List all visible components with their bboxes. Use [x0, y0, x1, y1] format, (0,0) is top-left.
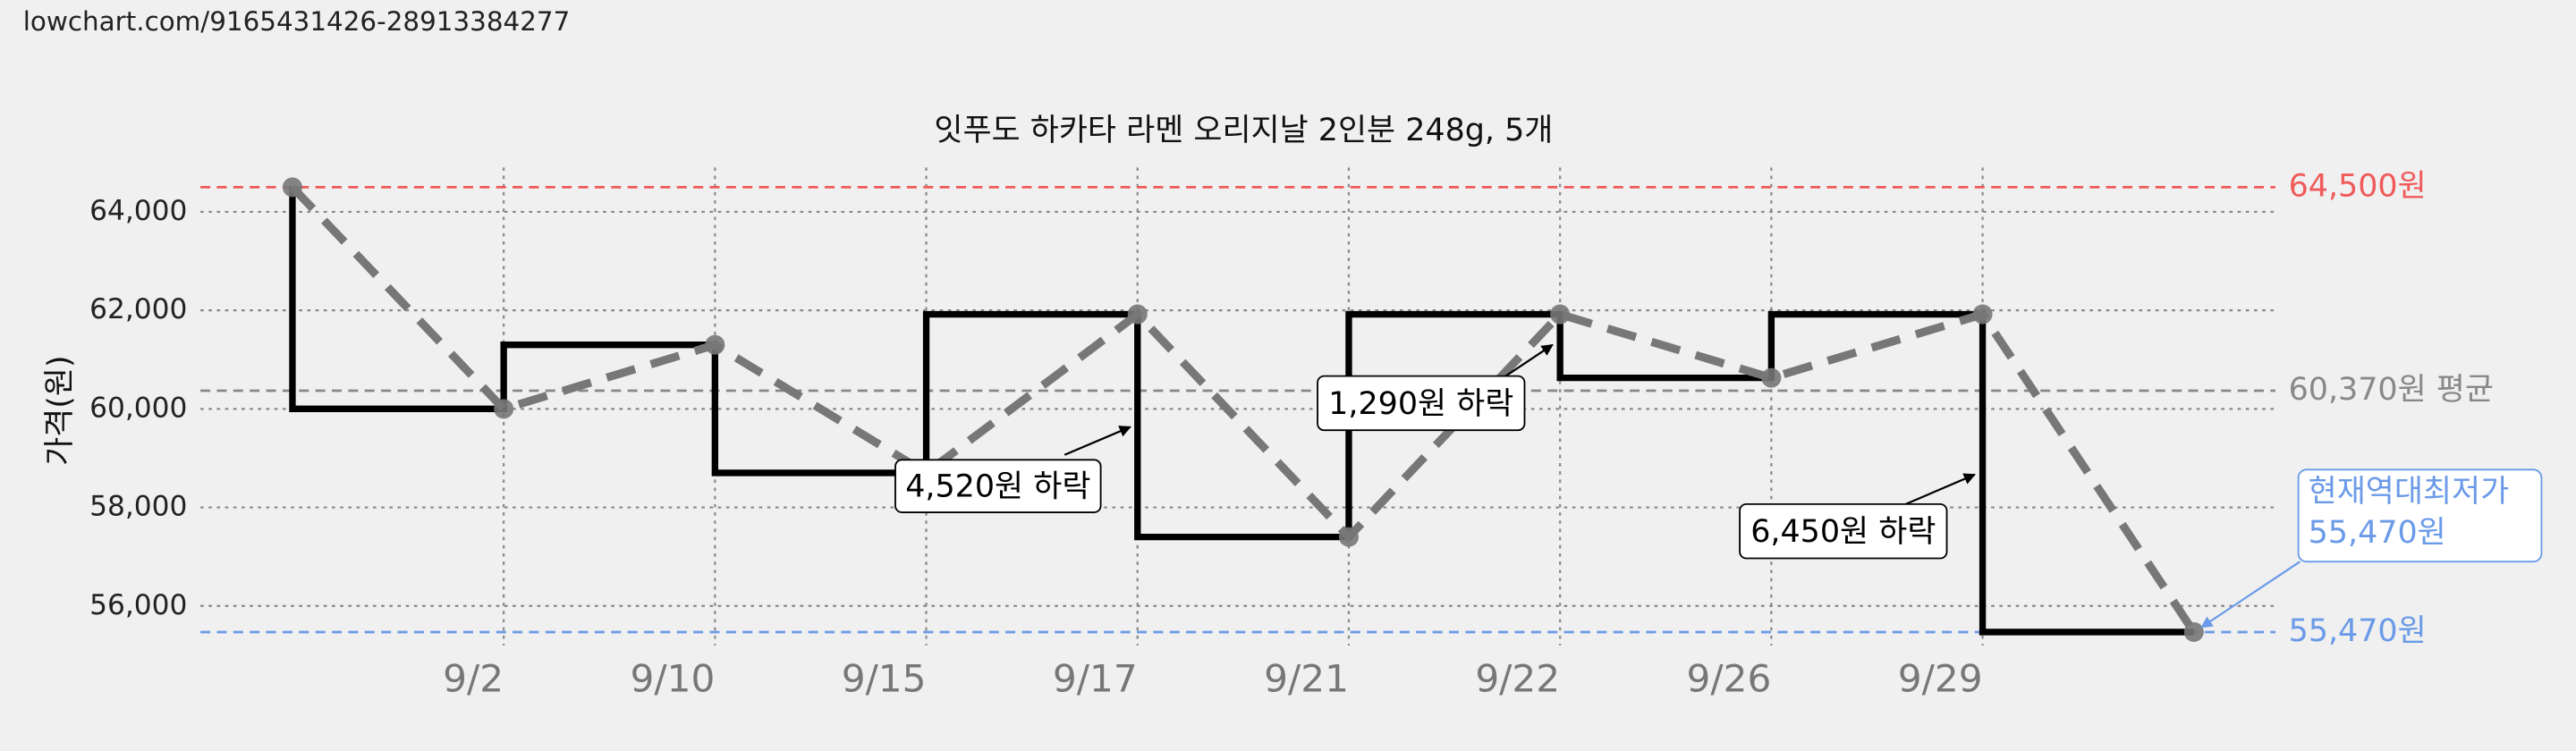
x-tick-label: 9/29 [1898, 657, 1983, 701]
x-tick-label: 9/10 [631, 657, 716, 701]
point [282, 177, 302, 198]
reference-label: 55,470원 [2289, 613, 2427, 649]
annotation-label: 6,450원 하락 [1750, 514, 1936, 550]
x-tick-label: 9/15 [842, 657, 927, 701]
annotation-label: 1,290원 하락 [1328, 386, 1513, 422]
annotation-arrow [1063, 426, 1131, 456]
point [1761, 367, 1782, 388]
callout-title: 현재역대최저가 [2309, 474, 2510, 510]
point [2183, 621, 2204, 642]
y-tick-label: 56,000 [89, 589, 187, 621]
reference-label: 60,370원 평균 [2289, 372, 2494, 408]
reference-label: 64,500원 [2289, 168, 2427, 204]
y-axis-label: 가격(원) [42, 355, 78, 465]
callout-box [2297, 468, 2543, 563]
callout-label: 55,470원 [2309, 515, 2446, 551]
annotation-arrow [1905, 473, 1976, 505]
chart-title: 잇푸도 하카타 라멘 오리지날 2인분 248g, 5개 [934, 113, 1553, 148]
point [494, 399, 514, 419]
point [1550, 304, 1571, 325]
point [1338, 527, 1359, 547]
x-tick-label: 9/17 [1053, 657, 1138, 701]
y-tick-label: 58,000 [89, 491, 187, 523]
step-line [289, 187, 2194, 636]
x-tick-label: 9/21 [1264, 657, 1349, 701]
x-tick-label: 9/26 [1687, 657, 1772, 701]
annotation-label: 4,520원 하락 [905, 469, 1090, 505]
annotation-box [1739, 502, 1948, 560]
callout-arrow [2200, 561, 2301, 629]
annotation-box [1317, 375, 1526, 432]
x-tick-label: 9/22 [1475, 657, 1560, 701]
annotation-arrow [1503, 343, 1554, 379]
annotation-box [894, 459, 1102, 513]
point [705, 334, 725, 355]
point [1972, 304, 1993, 325]
y-tick-label: 62,000 [89, 293, 187, 325]
price-line [289, 184, 2198, 635]
y-tick-label: 60,000 [89, 392, 187, 424]
x-tick-label: 9/2 [443, 657, 504, 701]
url: lowchart.com/9165431426-28913384277 [23, 6, 571, 37]
point [1127, 304, 1148, 325]
y-tick-label: 64,000 [89, 195, 187, 227]
